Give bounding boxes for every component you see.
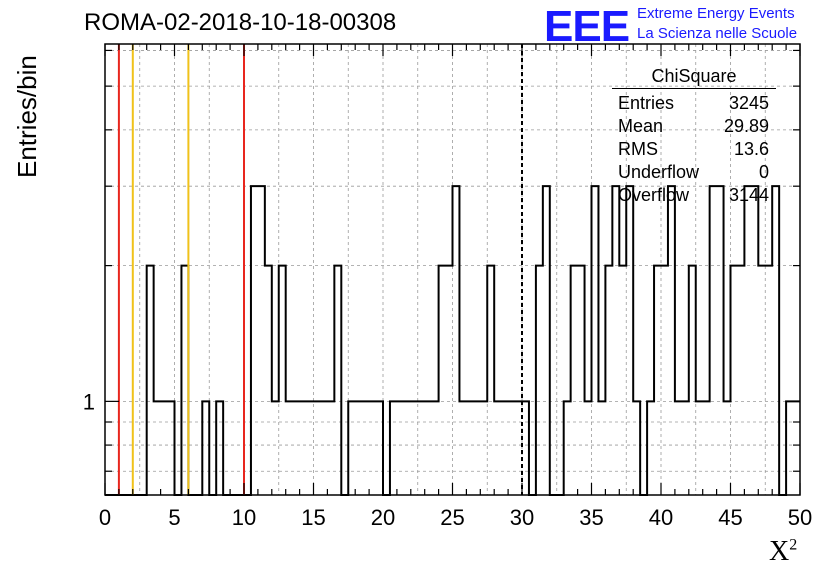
stats-row-entries: Entries 3245	[612, 92, 776, 115]
y-tick-label: 1	[83, 389, 95, 414]
eee-logo: EEE	[544, 2, 630, 51]
x-tick-label: 40	[649, 505, 673, 530]
x-tick-label: 50	[788, 505, 812, 530]
stats-label: Overflow	[618, 185, 690, 205]
logo-line-1: Extreme Energy Events	[637, 5, 795, 22]
stats-row-rms: RMS 13.6	[612, 138, 776, 161]
x-tick-label: 15	[301, 505, 325, 530]
stats-label: Underflow	[618, 162, 700, 182]
stats-label: RMS	[618, 139, 658, 159]
stats-label: Entries	[618, 93, 675, 113]
histogram-series	[105, 185, 800, 496]
stats-label: Mean	[618, 116, 664, 136]
stats-row-underflow: Underflow 0	[612, 161, 776, 184]
stats-value: 3144	[728, 185, 769, 205]
x-tick-label: 0	[99, 505, 111, 530]
x-tick-label: 10	[232, 505, 256, 530]
x-tick-label: 25	[440, 505, 464, 530]
stats-row-overflow: Overflow 3144	[612, 184, 776, 207]
stats-value: 3245	[728, 93, 769, 113]
stats-title: ChiSquare	[612, 66, 776, 89]
run-title: ROMA-02-2018-10-18-00308	[84, 9, 397, 36]
x-axis-label: X2	[769, 536, 798, 567]
stats-value: 13.6	[733, 139, 769, 159]
stats-value: 29.89	[723, 116, 769, 136]
x-tick-label: 20	[371, 505, 395, 530]
stats-box: ChiSquare Entries 3245 Mean 29.89 RMS 13…	[612, 66, 776, 207]
x-tick-label: 30	[510, 505, 534, 530]
x-tick-label: 35	[579, 505, 603, 530]
stats-value: 0	[758, 162, 769, 182]
x-tick-label: 45	[718, 505, 742, 530]
logo-line-2: La Scienza nelle Scuole	[637, 25, 798, 42]
x-tick-label: 5	[168, 505, 180, 530]
stats-row-mean: Mean 29.89	[612, 115, 776, 138]
y-axis-label: Entries/bin	[12, 55, 42, 178]
